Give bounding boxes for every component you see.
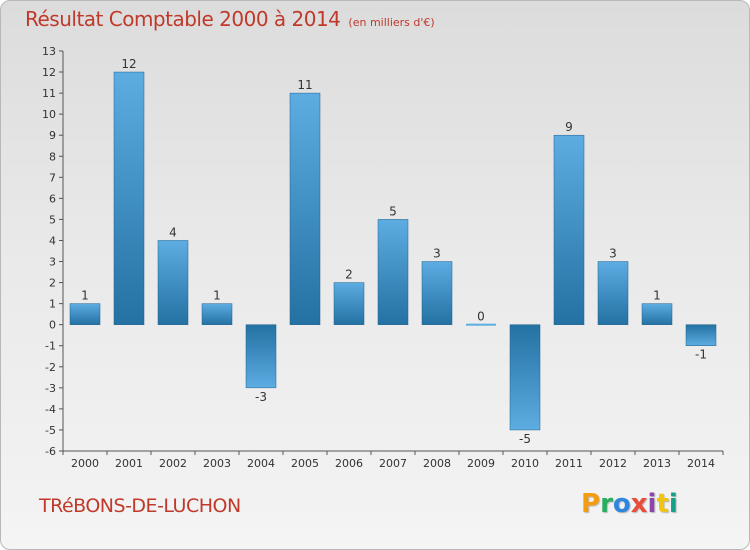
y-tick-label: 1 <box>49 298 56 311</box>
x-tick-label: 2004 <box>247 457 275 470</box>
data-label: 3 <box>609 247 617 261</box>
bar <box>509 324 541 431</box>
data-label: 5 <box>389 204 397 218</box>
y-tick-label: 12 <box>42 66 56 79</box>
data-label: 0 <box>477 310 485 324</box>
data-label: 4 <box>169 225 177 239</box>
bar <box>597 261 629 325</box>
bar <box>289 92 321 325</box>
x-tick-label: 2011 <box>555 457 583 470</box>
y-tick-label: -1 <box>45 340 56 353</box>
logo-letter: r <box>600 489 613 519</box>
data-label: -1 <box>695 348 707 362</box>
bar <box>641 303 673 325</box>
data-label: -5 <box>519 432 531 446</box>
y-tick-label: 8 <box>49 150 56 163</box>
bar <box>113 71 145 325</box>
data-label: 12 <box>121 57 136 71</box>
logo-letter: P <box>581 489 601 519</box>
x-tick-label: 2005 <box>291 457 319 470</box>
bar <box>466 323 496 326</box>
data-label: 1 <box>81 289 89 303</box>
data-label: 2 <box>345 268 353 282</box>
data-label: 9 <box>565 120 573 134</box>
y-tick-label: 5 <box>49 213 56 226</box>
bar <box>245 324 277 389</box>
logo-letter: x <box>630 489 648 519</box>
bar <box>157 240 189 325</box>
y-tick-label: 6 <box>49 192 56 205</box>
y-tick-label: 7 <box>49 171 56 184</box>
x-tick-label: 2003 <box>203 457 231 470</box>
logo-letter: i <box>647 489 657 519</box>
x-tick-label: 2006 <box>335 457 363 470</box>
logo-letter: o <box>612 489 631 519</box>
y-tick-label: 9 <box>49 129 56 142</box>
y-tick-label: 2 <box>49 277 56 290</box>
proxiti-logo: Proxiti <box>581 489 678 519</box>
data-label: 1 <box>653 289 661 303</box>
chart-subtitle: (en milliers d'€) <box>348 16 435 29</box>
x-tick-label: 2012 <box>599 457 627 470</box>
y-tick-label: 13 <box>42 45 56 58</box>
bar <box>201 303 233 325</box>
logo-letter: i <box>668 489 678 519</box>
y-tick-label: -2 <box>45 361 56 374</box>
data-label: 11 <box>297 78 312 92</box>
y-tick-label: -5 <box>45 424 56 437</box>
chart-title-text: Résultat Comptable 2000 à 2014 <box>25 7 341 31</box>
commune-name: TRéBONS-DE-LUCHON <box>39 495 241 517</box>
bar <box>377 219 409 325</box>
y-tick-label: 0 <box>49 319 56 332</box>
y-tick-label: 11 <box>42 87 56 100</box>
bar <box>685 324 717 346</box>
y-tick-label: 4 <box>49 234 56 247</box>
y-tick-label: -4 <box>45 403 56 416</box>
y-tick-label: 10 <box>42 108 56 121</box>
chart-title: Résultat Comptable 2000 à 2014 (en millie… <box>25 7 435 31</box>
y-tick-label: 3 <box>49 256 56 269</box>
y-tick-label: -3 <box>45 382 56 395</box>
logo-letter: t <box>656 489 669 519</box>
x-tick-label: 2000 <box>71 457 99 470</box>
x-tick-label: 2010 <box>511 457 539 470</box>
data-label: 1 <box>213 289 221 303</box>
data-label: 3 <box>433 247 441 261</box>
data-label: -3 <box>255 390 267 404</box>
bar <box>333 282 365 325</box>
x-tick-label: 2014 <box>687 457 715 470</box>
x-tick-label: 2007 <box>379 457 407 470</box>
y-tick-label: -6 <box>45 445 56 458</box>
x-tick-label: 2008 <box>423 457 451 470</box>
x-tick-label: 2009 <box>467 457 495 470</box>
bar <box>69 303 101 325</box>
x-tick-label: 2013 <box>643 457 671 470</box>
bar <box>421 261 453 325</box>
x-tick-label: 2001 <box>115 457 143 470</box>
x-tick-label: 2002 <box>159 457 187 470</box>
bar <box>553 134 585 325</box>
